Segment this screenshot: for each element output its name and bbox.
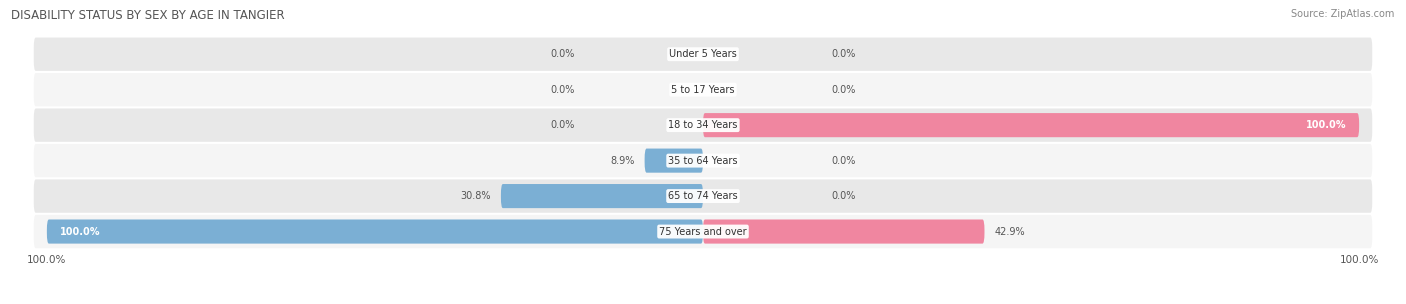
Text: Under 5 Years: Under 5 Years: [669, 49, 737, 59]
FancyBboxPatch shape: [501, 184, 703, 208]
FancyBboxPatch shape: [34, 215, 1372, 248]
FancyBboxPatch shape: [34, 179, 1372, 213]
FancyBboxPatch shape: [34, 73, 1372, 106]
FancyBboxPatch shape: [46, 219, 703, 244]
FancyBboxPatch shape: [644, 149, 703, 173]
Text: 65 to 74 Years: 65 to 74 Years: [668, 191, 738, 201]
Text: 35 to 64 Years: 35 to 64 Years: [668, 156, 738, 166]
Text: 8.9%: 8.9%: [610, 156, 634, 166]
Text: 100.0%: 100.0%: [1306, 120, 1346, 130]
FancyBboxPatch shape: [34, 38, 1372, 71]
Text: 100.0%: 100.0%: [60, 226, 100, 237]
Text: 0.0%: 0.0%: [831, 49, 855, 59]
Text: 0.0%: 0.0%: [831, 156, 855, 166]
Text: 75 Years and over: 75 Years and over: [659, 226, 747, 237]
Text: 0.0%: 0.0%: [551, 85, 575, 95]
Text: Source: ZipAtlas.com: Source: ZipAtlas.com: [1291, 9, 1395, 19]
FancyBboxPatch shape: [34, 109, 1372, 142]
Text: 18 to 34 Years: 18 to 34 Years: [668, 120, 738, 130]
Text: 5 to 17 Years: 5 to 17 Years: [671, 85, 735, 95]
Text: 0.0%: 0.0%: [551, 49, 575, 59]
FancyBboxPatch shape: [703, 219, 984, 244]
Text: DISABILITY STATUS BY SEX BY AGE IN TANGIER: DISABILITY STATUS BY SEX BY AGE IN TANGI…: [11, 9, 285, 22]
Text: 0.0%: 0.0%: [831, 191, 855, 201]
FancyBboxPatch shape: [34, 144, 1372, 177]
Text: 0.0%: 0.0%: [551, 120, 575, 130]
Text: 0.0%: 0.0%: [831, 85, 855, 95]
Text: 30.8%: 30.8%: [461, 191, 491, 201]
Text: 42.9%: 42.9%: [994, 226, 1025, 237]
FancyBboxPatch shape: [703, 113, 1360, 137]
